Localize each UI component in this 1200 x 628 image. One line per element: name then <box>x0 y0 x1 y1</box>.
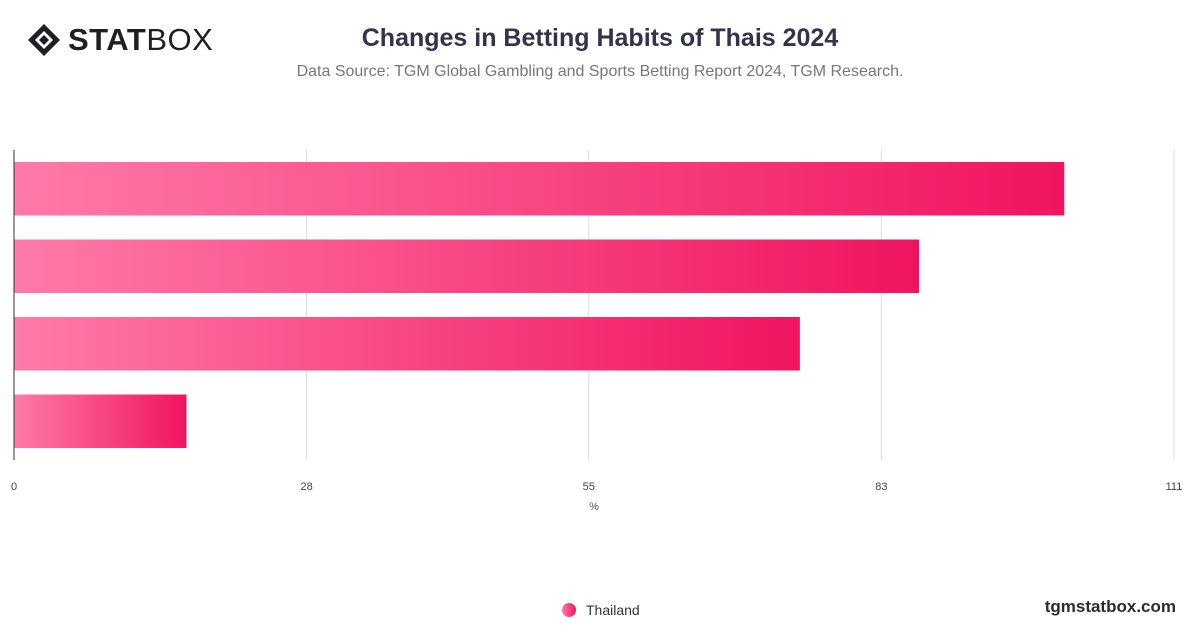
chart-subtitle: Data Source: TGM Global Gambling and Spo… <box>296 63 904 80</box>
bar[interactable] <box>14 162 1065 216</box>
x-tick-label: 0 <box>11 481 17 493</box>
statbox-logo-icon <box>28 24 60 56</box>
x-tick-label: 83 <box>875 481 887 493</box>
bar[interactable] <box>14 317 800 371</box>
site-watermark: tgmstatbox.com <box>1044 597 1176 616</box>
x-tick-label: 28 <box>300 481 312 493</box>
bar[interactable] <box>14 394 187 448</box>
statbox-logo: STATBOX <box>26 22 213 58</box>
chart-legend[interactable]: Thailand <box>562 602 640 618</box>
x-tick-label: 111 <box>1166 481 1183 493</box>
logo-wordmark: STATBOX <box>68 22 214 57</box>
chart-title: Changes in Betting Habits of Thais 2024 <box>361 24 839 52</box>
x-tick-label: 55 <box>583 481 595 493</box>
bar-chart: 0 28 55 83 111% <box>11 150 1183 513</box>
legend-label-thailand: Thailand <box>586 602 640 618</box>
x-axis-label: % <box>589 501 599 513</box>
bar[interactable] <box>14 239 920 293</box>
legend-swatch-thailand <box>562 603 576 617</box>
